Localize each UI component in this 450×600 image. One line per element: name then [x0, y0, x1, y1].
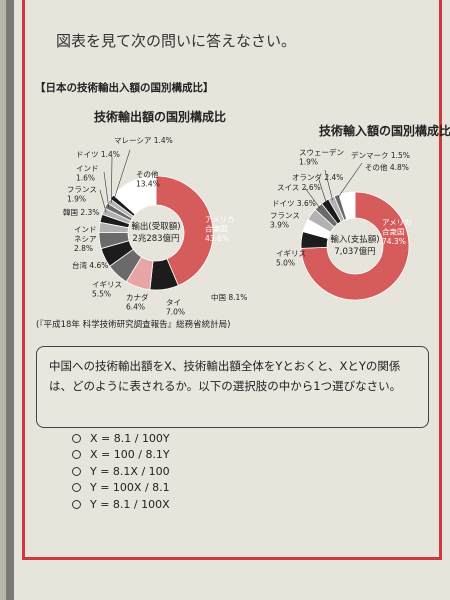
radio-button[interactable]: [72, 483, 81, 493]
export-slice-label: ネシア: [74, 235, 97, 244]
export-slice-label: インド: [76, 164, 99, 173]
export-slice-1: [155, 175, 214, 286]
radio-button[interactable]: [72, 433, 81, 443]
textbook-page: 図表を見て次の問いに答えなさい。 【日本の技術輸出入額の国別構成比】 技術輸出額…: [14, 0, 450, 600]
export-slice-label: 合衆国: [205, 224, 228, 234]
export-slice-label: 7.0%: [166, 308, 185, 317]
export-slice-label: 43.6%: [205, 234, 229, 243]
answer-option-3[interactable]: Y = 8.1X / 100: [72, 463, 170, 480]
export-slice-label: タイ: [166, 298, 181, 307]
export-slice-label: インド: [74, 225, 97, 234]
import-slice-label: スウェーデン: [299, 147, 344, 157]
answer-option-label: Y = 8.1X / 100: [90, 464, 170, 478]
export-slice-label: 6.4%: [126, 303, 145, 312]
import-slice-label: フランス: [270, 211, 300, 220]
radio-button[interactable]: [72, 499, 81, 509]
import-slice-label: 3.9%: [270, 221, 289, 230]
export-center-label-2: 2兆283億円: [132, 233, 179, 244]
export-leader-line: [99, 189, 107, 213]
answer-option-label: Y = 8.1 / 100X: [90, 497, 170, 511]
export-slice-label: カナダ: [126, 292, 149, 302]
import-slice-label: 合衆国: [382, 227, 405, 237]
export-slice-label: 13.4%: [136, 180, 160, 189]
export-leader-line: [113, 149, 131, 199]
export-slice-label: マレーシア 1.4%: [114, 136, 173, 145]
section-title: 【日本の技術輸出入額の国別構成比】: [35, 82, 214, 94]
export-slice-label: その他: [136, 169, 159, 179]
import-slice-label: スイス 2.6%: [277, 183, 321, 192]
import-center-label-1: 輸入(支払額): [330, 234, 379, 245]
import-slice-label: イギリス: [276, 249, 306, 258]
import-slice-label: オランダ 2.4%: [292, 172, 343, 182]
import-slice-label: ドイツ 3.6%: [272, 199, 316, 208]
export-slice-label: フランス: [67, 185, 97, 194]
export-slice-13: [112, 175, 157, 215]
import-leader-line: [304, 187, 321, 209]
import-slice-1: [300, 191, 410, 301]
import-chart-title: 技術輸入額の国別構成比: [319, 124, 450, 138]
export-slice-label: 5.5%: [92, 290, 111, 299]
import-slice-9: [338, 191, 356, 220]
right-red-rule: [439, 0, 442, 560]
import-slice-label: その他 4.8%: [365, 162, 409, 172]
answer-option-label: Y = 100X / 8.1: [90, 481, 170, 495]
export-slice-label: 中国 8.1%: [211, 292, 247, 302]
answer-option-5[interactable]: Y = 8.1 / 100X: [72, 496, 170, 513]
import-leader-line: [337, 162, 363, 199]
answer-options: X = 8.1 / 100Y X = 100 / 8.1Y Y = 8.1X /…: [72, 430, 170, 513]
export-slice-label: 台湾 4.6%: [72, 260, 108, 270]
answer-option-1[interactable]: X = 8.1 / 100Y: [72, 430, 170, 447]
answer-option-label: X = 8.1 / 100Y: [90, 431, 170, 445]
question-box: 中国への技術輸出額をX、技術輸出額全体をYとおくと、XとYの関係は、どのように表…: [36, 346, 429, 428]
export-slice-label: ドイツ 1.4%: [76, 150, 120, 159]
import-slice-label: 1.9%: [299, 158, 318, 167]
import-slice-label: 5.0%: [276, 259, 295, 268]
question-text: 中国への技術輸出額をX、技術輸出額全体をYとおくと、XとYの関係は、どのように表…: [49, 359, 402, 393]
bottom-red-rule: [22, 557, 442, 560]
export-slice-label: 1.6%: [76, 174, 95, 183]
source-citation: (『平成18年 科学技術研究調査報告』総務省統計局): [36, 320, 231, 330]
import-leader-line: [318, 179, 327, 204]
page-edge-shadow: [0, 0, 6, 600]
import-leader-line: [324, 169, 333, 201]
import-slice-label: 74.3%: [382, 237, 406, 246]
export-leader-line: [103, 171, 109, 208]
answer-option-4[interactable]: Y = 100X / 8.1: [72, 480, 170, 497]
export-slice-label: 1.9%: [67, 195, 86, 204]
export-leader-line: [111, 156, 113, 203]
answer-option-2[interactable]: X = 100 / 8.1Y: [72, 447, 170, 464]
export-slice-label: イギリス: [92, 280, 122, 289]
instruction-text: 図表を見て次の問いに答えなさい。: [56, 32, 297, 50]
export-slice-label: 2.8%: [74, 244, 93, 253]
radio-button[interactable]: [72, 466, 81, 476]
export-slice-label: アメリカ: [205, 215, 235, 224]
import-slice-label: アメリカ: [382, 218, 412, 227]
left-red-rule: [22, 0, 25, 560]
export-chart-title: 技術輸出額の国別構成比: [94, 110, 227, 124]
import-slice-label: デンマーク 1.5%: [351, 150, 410, 160]
answer-option-label: X = 100 / 8.1Y: [90, 448, 170, 462]
import-center-label-2: 7,037億円: [334, 246, 375, 257]
export-slice-label: 韓国 2.3%: [63, 207, 99, 217]
export-center-label-1: 輸出(受取額): [131, 221, 180, 232]
radio-button[interactable]: [72, 450, 81, 460]
